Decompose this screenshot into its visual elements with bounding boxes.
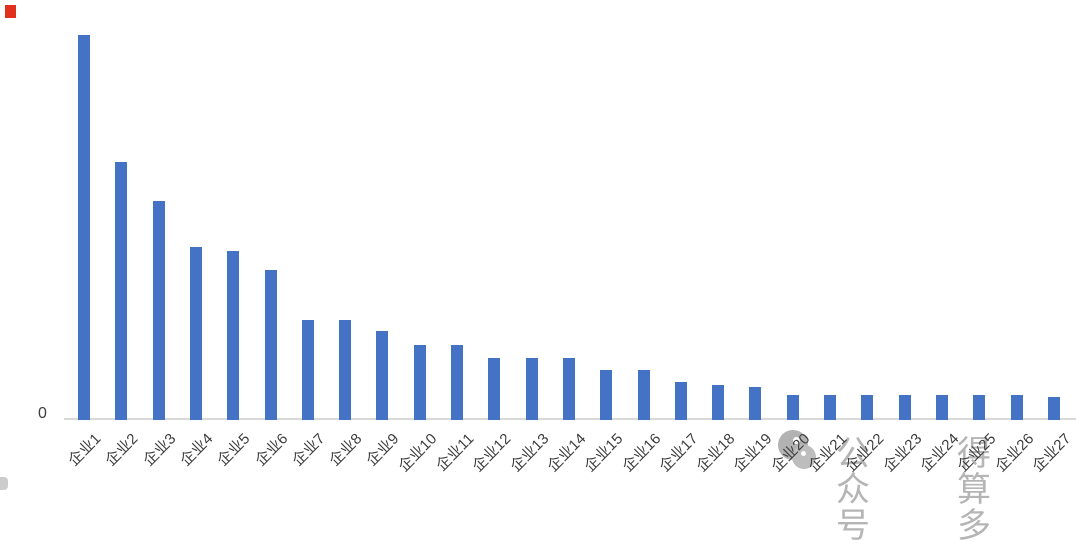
bar [376, 331, 389, 420]
bar [824, 394, 836, 420]
bar [488, 358, 501, 420]
wechat-logo-icon-dot [793, 437, 800, 444]
bar [339, 319, 352, 420]
bar [525, 358, 538, 420]
bar [264, 269, 277, 420]
bar [935, 394, 948, 420]
wechat-logo-icon-small-bubble [792, 445, 816, 469]
bar [152, 200, 165, 420]
bar [1010, 394, 1023, 420]
wechat-logo-icon-dot [801, 451, 806, 456]
bar [637, 369, 650, 420]
bar-chart: 0 企业1 企业2 企业3 企业4 企业5 企业6 企业7 企业8 企业9 企业10 企业11 企业1… [0, 5, 1076, 544]
bar [413, 344, 426, 420]
bar [227, 250, 240, 420]
bar [674, 381, 687, 420]
bar [861, 394, 874, 420]
bar [898, 394, 911, 420]
top-left-red-marker [5, 5, 16, 18]
bar [600, 369, 613, 420]
bar [78, 35, 90, 420]
bar [562, 358, 575, 420]
bottom-left-gray-marker [0, 477, 8, 490]
bar [712, 385, 725, 420]
y-axis-zero-label: 0 [38, 405, 47, 422]
bar [973, 394, 986, 420]
bar [115, 162, 128, 420]
bar [786, 394, 799, 420]
bar [189, 246, 202, 420]
bar [451, 344, 463, 420]
bar [749, 387, 762, 420]
bar [1047, 396, 1060, 420]
bar [301, 319, 314, 420]
